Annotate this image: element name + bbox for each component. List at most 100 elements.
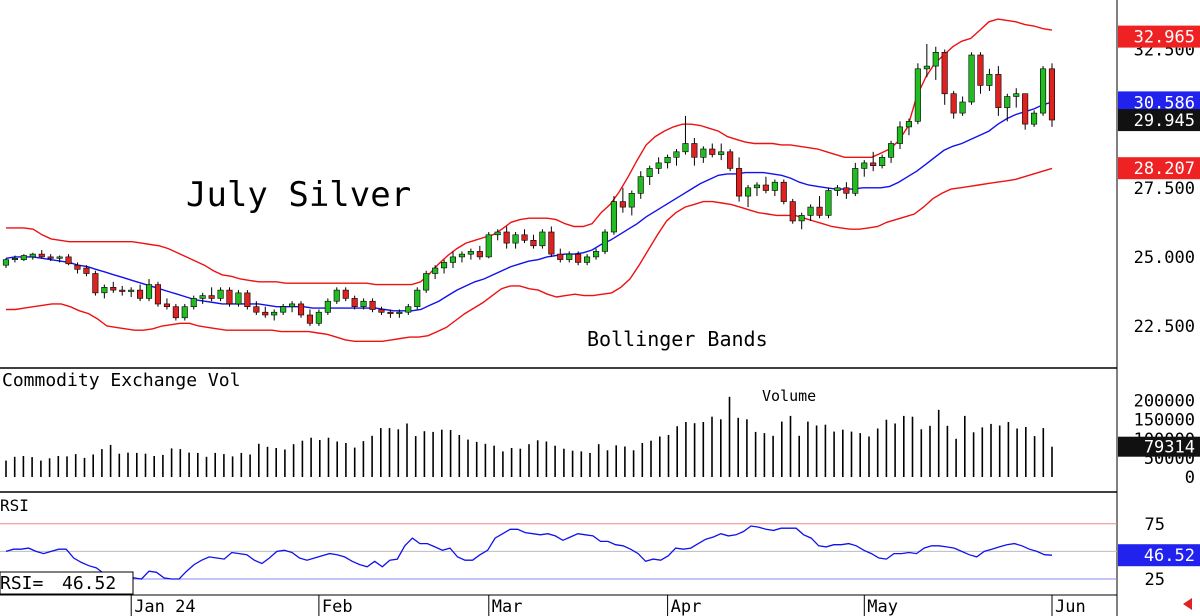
candle bbox=[923, 43, 930, 78]
candle bbox=[521, 229, 528, 244]
candle bbox=[843, 182, 850, 199]
candle bbox=[601, 229, 609, 255]
candle bbox=[753, 182, 761, 197]
candle bbox=[914, 63, 921, 125]
price-axis-tick: 25.000 bbox=[1134, 248, 1195, 268]
candle bbox=[682, 115, 689, 155]
price-badge: 29.945 bbox=[1118, 109, 1200, 132]
candle bbox=[709, 143, 716, 158]
upper-bollinger-band bbox=[6, 18, 1053, 286]
candle bbox=[387, 309, 394, 318]
rsi-line bbox=[5, 525, 1053, 580]
candle bbox=[995, 66, 1002, 116]
candle bbox=[414, 287, 421, 310]
candle bbox=[932, 46, 939, 80]
candle bbox=[235, 290, 242, 307]
candle bbox=[870, 151, 877, 172]
candle bbox=[986, 68, 993, 91]
rsi-panel bbox=[0, 523, 1117, 580]
candle bbox=[557, 248, 564, 263]
candle bbox=[1040, 66, 1047, 116]
x-axis-tick-label: Apr bbox=[671, 597, 702, 616]
candle bbox=[253, 301, 260, 315]
candle bbox=[771, 179, 778, 197]
candle bbox=[128, 287, 135, 298]
price-axis-tick: 27.500 bbox=[1134, 179, 1195, 199]
candle bbox=[458, 251, 466, 263]
candle bbox=[56, 255, 63, 263]
candle bbox=[38, 249, 45, 259]
candle bbox=[369, 298, 376, 313]
svg-text:29.945: 29.945 bbox=[1134, 111, 1195, 131]
rsi-readout-value: 46.52 bbox=[62, 573, 116, 594]
candle bbox=[655, 157, 662, 174]
candle bbox=[2, 258, 10, 268]
candle bbox=[181, 303, 188, 321]
svg-text:28.207: 28.207 bbox=[1134, 159, 1195, 179]
candle bbox=[351, 295, 358, 310]
rsi-axis-tick: 75 bbox=[1145, 515, 1165, 535]
x-axis-tick-label: May bbox=[867, 597, 898, 616]
candle bbox=[780, 179, 787, 205]
candle bbox=[432, 265, 439, 280]
svg-text:32.965: 32.965 bbox=[1134, 28, 1195, 48]
candle bbox=[887, 140, 895, 163]
rsi-readout: RSI= 46.52 bbox=[0, 571, 134, 595]
candle bbox=[324, 298, 331, 315]
candle bbox=[762, 176, 769, 194]
candle bbox=[146, 279, 153, 302]
candle bbox=[396, 309, 403, 318]
candle bbox=[280, 303, 287, 315]
candle bbox=[718, 143, 725, 161]
candle bbox=[476, 245, 483, 260]
chart-title: July Silver bbox=[186, 175, 411, 215]
candle bbox=[199, 292, 206, 304]
candle bbox=[154, 281, 161, 307]
candle bbox=[905, 118, 913, 136]
svg-text:79314: 79314 bbox=[1144, 438, 1195, 458]
candle bbox=[306, 309, 314, 327]
price-badge: 30.586 bbox=[1118, 91, 1200, 114]
candle bbox=[360, 298, 367, 310]
x-axis-tick-label: Jun bbox=[1055, 597, 1086, 616]
x-axis-tick-label: Feb bbox=[322, 597, 353, 616]
price-badge: 28.207 bbox=[1118, 157, 1200, 180]
candle bbox=[816, 196, 823, 219]
candle bbox=[834, 185, 841, 197]
volume-panel-title: Commodity Exchange Vol bbox=[2, 370, 240, 391]
candle bbox=[29, 252, 36, 260]
candle bbox=[673, 149, 680, 166]
candle bbox=[825, 187, 832, 219]
candle bbox=[137, 284, 144, 302]
candle bbox=[163, 298, 170, 310]
candle bbox=[950, 90, 957, 119]
candle bbox=[11, 255, 18, 263]
candle bbox=[798, 212, 805, 230]
candle bbox=[861, 160, 868, 177]
candle bbox=[1031, 110, 1038, 127]
candle bbox=[539, 229, 546, 249]
rsi-axis-tick: 25 bbox=[1145, 570, 1165, 590]
price-axis-tick: 22.500 bbox=[1134, 317, 1195, 337]
candle bbox=[172, 303, 179, 321]
lower-bollinger-band bbox=[6, 167, 1053, 342]
candle bbox=[735, 157, 743, 202]
candle bbox=[101, 284, 108, 299]
scroll-left-arrow-icon[interactable] bbox=[1183, 598, 1192, 610]
candle bbox=[405, 303, 412, 315]
candle bbox=[691, 137, 698, 166]
candle bbox=[941, 49, 948, 105]
candle bbox=[449, 251, 457, 268]
candle bbox=[494, 229, 501, 241]
price-badge: 32.965 bbox=[1118, 25, 1200, 48]
candle bbox=[208, 287, 215, 302]
axis-labels: 32.50027.50025.00022.50032.96530.58629.9… bbox=[130, 25, 1200, 616]
middle-bollinger-band bbox=[5, 101, 1053, 312]
svg-text:30.586: 30.586 bbox=[1134, 93, 1195, 113]
volume-axis-tick: 0 bbox=[1185, 468, 1195, 488]
candle bbox=[1013, 88, 1020, 108]
rsi-badge: 46.52 bbox=[1118, 544, 1200, 567]
candle bbox=[333, 287, 340, 304]
candle bbox=[423, 270, 430, 293]
